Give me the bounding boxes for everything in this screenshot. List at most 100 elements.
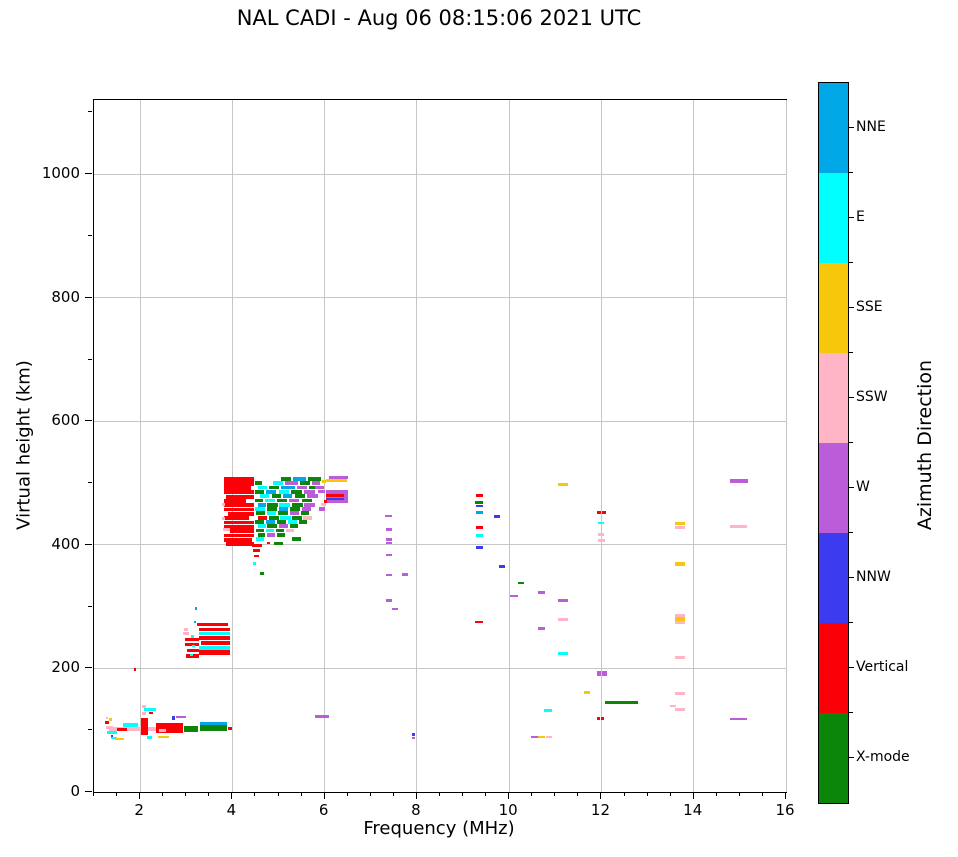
y-minor-tick: [88, 482, 92, 484]
echo-mark: [225, 542, 254, 547]
gridline-x-14: [693, 100, 695, 792]
echo-mark: [326, 490, 348, 503]
echo-mark: [538, 591, 546, 594]
echo-mark: [158, 729, 166, 733]
x-minor-tick: [277, 792, 279, 796]
echo-mark: [200, 725, 227, 732]
x-tick-label: 16: [775, 801, 795, 819]
echo-mark: [251, 543, 262, 547]
echo-mark: [143, 707, 157, 711]
echo-mark: [276, 520, 286, 524]
x-minor-tick: [738, 792, 740, 796]
echo-mark: [292, 537, 301, 542]
echo-mark: [224, 486, 251, 490]
echo-mark: [227, 726, 232, 730]
echo-mark: [598, 539, 605, 542]
echo-mark: [175, 716, 187, 719]
x-minor-tick: [162, 792, 164, 796]
x-major-tick: [323, 792, 325, 799]
echo-mark: [283, 494, 293, 498]
echo-mark: [134, 667, 137, 671]
x-tick-label: 10: [498, 801, 518, 819]
colorbar-tick: [849, 667, 854, 668]
echo-mark: [298, 520, 308, 524]
echo-mark: [475, 504, 484, 507]
echo-mark: [225, 494, 254, 499]
echo-mark: [675, 655, 686, 659]
x-major-tick: [231, 792, 233, 799]
echo-mark: [257, 502, 266, 507]
x-major-tick: [600, 792, 602, 799]
echo-mark: [320, 502, 326, 506]
gridline-x-4: [231, 100, 233, 792]
echo-mark: [257, 533, 265, 537]
echo-mark: [300, 481, 310, 485]
gridline-x-16: [785, 100, 787, 792]
echo-mark: [109, 718, 112, 722]
echo-mark: [675, 617, 686, 621]
echo-mark: [538, 735, 545, 739]
echo-mark: [597, 521, 605, 525]
x-tick-label: 6: [318, 801, 329, 819]
echo-mark: [252, 548, 261, 552]
echo-mark: [392, 607, 398, 611]
echo-mark: [171, 716, 176, 720]
echo-mark: [255, 507, 265, 511]
colorbar-segment-NNW: [819, 533, 848, 623]
echo-mark: [601, 717, 604, 720]
echo-mark: [315, 485, 324, 489]
echo-mark: [224, 503, 254, 508]
echo-mark: [187, 648, 200, 653]
echo-mark: [221, 502, 226, 506]
colorbar-category-label: SSE: [856, 299, 883, 315]
echo-mark: [596, 511, 602, 514]
echo-mark: [475, 620, 483, 624]
echo-mark: [275, 528, 285, 533]
x-minor-tick: [715, 792, 717, 796]
echo-mark: [224, 477, 254, 482]
echo-mark: [326, 497, 345, 501]
echo-mark: [199, 627, 231, 632]
x-minor-tick: [254, 792, 256, 796]
echo-mark: [301, 498, 312, 503]
echo-mark: [285, 528, 295, 533]
y-tick-label: 800: [51, 287, 80, 306]
y-minor-tick: [88, 234, 92, 236]
x-minor-tick: [761, 792, 763, 796]
echo-mark: [224, 538, 252, 542]
echo-mark: [537, 627, 545, 630]
colorbar-boundary-tick: [849, 532, 853, 533]
echo-mark: [475, 526, 484, 529]
echo-mark: [199, 632, 231, 636]
x-minor-tick: [93, 792, 94, 796]
echo-mark: [278, 524, 288, 529]
echo-mark: [510, 594, 518, 598]
echo-mark: [111, 737, 118, 740]
echo-mark: [545, 735, 552, 739]
x-axis-label: Frequency (MHz): [363, 818, 515, 839]
echo-mark: [675, 522, 686, 526]
x-minor-tick: [185, 792, 187, 796]
x-major-tick: [692, 792, 694, 799]
echo-mark: [272, 481, 284, 485]
x-major-tick: [508, 792, 510, 799]
colorbar-category-label: SSW: [856, 389, 888, 405]
gridline-y-600: [94, 420, 786, 422]
x-minor-tick: [208, 792, 210, 796]
echo-mark: [195, 607, 198, 610]
echo-mark: [266, 507, 277, 511]
colorbar-boundary-tick: [849, 712, 853, 713]
echo-mark: [115, 737, 125, 741]
echo-mark: [544, 709, 553, 712]
colorbar-segment-NNE: [819, 83, 848, 173]
y-tick-label: 400: [51, 534, 80, 553]
chart-title: NAL CADI - Aug 06 08:15:06 2021 UTC: [236, 6, 642, 30]
echo-mark: [257, 524, 266, 529]
echo-mark: [199, 650, 231, 655]
y-tick-label: 600: [51, 411, 80, 430]
echo-mark: [224, 533, 254, 538]
colorbar-segment-E: [819, 173, 848, 263]
echo-mark: [385, 528, 393, 531]
x-major-tick: [785, 792, 786, 799]
echo-mark: [301, 507, 311, 511]
